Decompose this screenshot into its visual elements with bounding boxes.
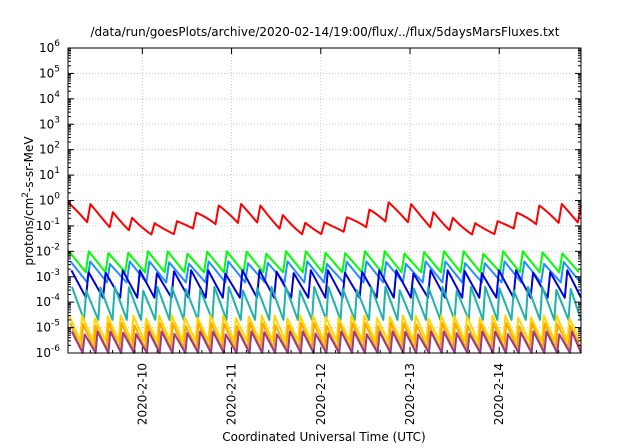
y-tick-label: 100 — [39, 192, 60, 208]
x-axis-label: Coordinated Universal Time (UTC) — [222, 430, 425, 444]
x-tick-label: 2020-2-11 — [225, 363, 239, 425]
y-tick-label: 103 — [39, 115, 60, 131]
y-tick-label: 10-1 — [36, 217, 60, 233]
series-line-2 — [68, 250, 580, 274]
series-layer — [67, 201, 582, 354]
chart-title: /data/run/goesPlots/archive/2020-02-14/1… — [91, 25, 560, 39]
y-tick-label: 102 — [39, 141, 60, 157]
y-axis-label: protons/cm2-s-sr-MeV — [21, 136, 36, 266]
series-line-7 — [69, 322, 582, 350]
x-tick-label: 2020-2-14 — [492, 363, 506, 425]
y-tick-label: 10-5 — [36, 319, 60, 335]
grid — [68, 47, 581, 354]
y-tick-label: 10-6 — [36, 344, 61, 360]
x-tick-label: 2020-2-12 — [314, 363, 328, 425]
x-tick-label: 2020-2-10 — [135, 363, 149, 425]
series-line-5 — [70, 285, 582, 321]
series-line-1 — [67, 201, 582, 236]
plot-frame — [67, 47, 582, 354]
y-tick-label: 105 — [39, 64, 60, 80]
y-tick-label: 10-2 — [36, 242, 60, 258]
y-tick-label: 106 — [39, 39, 60, 55]
x-tick-label: 2020-2-13 — [403, 363, 417, 425]
series-line-8 — [70, 330, 582, 354]
y-tick-label: 10-4 — [36, 293, 61, 309]
y-axis-ticks: 10-6 10-5 10-4 10-3 10-2 10-1 100 101 102 103 104 1… — [36, 39, 581, 360]
series-line-4 — [70, 269, 582, 299]
y-tick-label: 104 — [39, 90, 60, 106]
series-line-6 — [68, 314, 582, 342]
y-tick-label: 101 — [39, 166, 60, 182]
x-axis-ticks: 2020-2-10 2020-2-11 2020-2-12 2020-2-13 2020… — [67, 48, 582, 425]
y-tick-label: 10-3 — [36, 268, 60, 284]
series-line-3 — [69, 260, 582, 284]
